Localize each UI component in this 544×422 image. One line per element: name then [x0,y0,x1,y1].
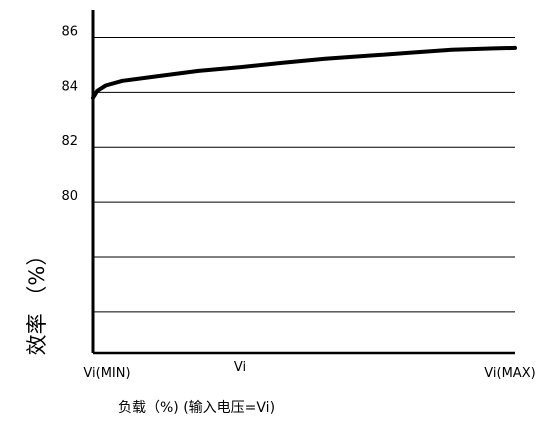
y-tick-label: 80 [61,189,78,204]
y-axis-label: 效率 （%） [25,245,49,356]
grid-lines [93,36,515,313]
x-tick-label: Vi(MAX) [484,366,535,381]
y-tick-label: 82 [61,134,78,149]
y-tick-labels: 80 82 84 86 [61,24,78,204]
x-tick-labels: Vi(MIN) Vi Vi(MAX) [83,360,535,381]
efficiency-curve [91,45,517,100]
y-tick-label: 86 [61,24,78,39]
x-tick-label: Vi [234,360,246,375]
x-tick-label: Vi(MIN) [83,366,130,381]
y-tick-label: 84 [61,79,78,94]
x-axis-label: 负载（%) (输入电压=Vi) [118,400,275,416]
